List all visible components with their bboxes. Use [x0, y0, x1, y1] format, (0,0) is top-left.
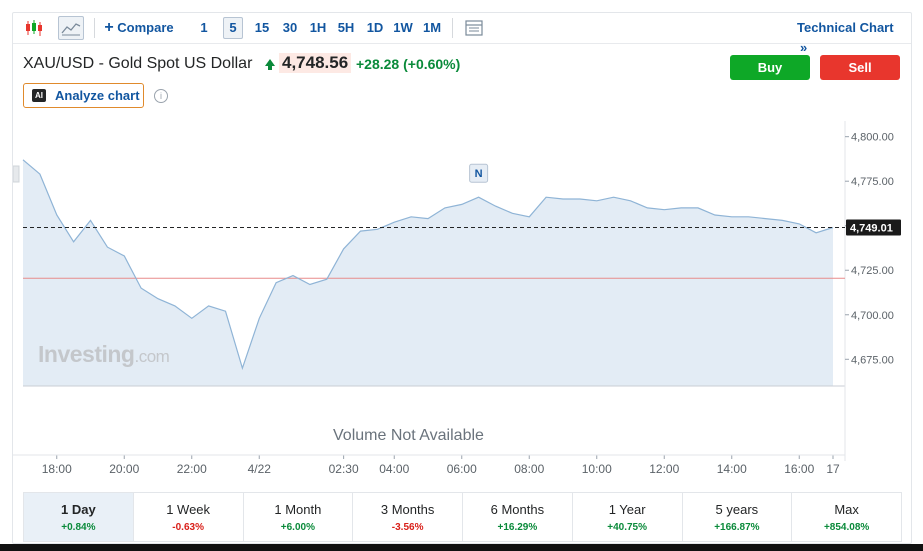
interval-5h[interactable]: 5H [337, 20, 355, 35]
price-chart[interactable]: 4,800.004,775.004,750.004,725.004,700.00… [13, 121, 911, 486]
news-marker-label: N [475, 168, 483, 180]
instrument-title: XAU/USD - Gold Spot US Dollar [23, 55, 253, 72]
x-tick-label: 12:00 [649, 462, 679, 476]
period-label: 3 Months [380, 502, 435, 517]
scroll-handle [13, 165, 20, 183]
compare-button[interactable]: + Compare [104, 19, 174, 36]
period-change: +40.75% [607, 522, 647, 533]
candlestick-icon[interactable] [23, 17, 45, 39]
up-arrow-stem [268, 65, 272, 70]
current-price-value: 4,749.01 [850, 222, 893, 234]
x-tick-label: 18:00 [42, 462, 72, 476]
x-tick-label: 22:00 [177, 462, 207, 476]
price-change: +28.28 (+0.60%) [356, 56, 461, 72]
interval-1m[interactable]: 1M [422, 20, 442, 35]
interval-15[interactable]: 15 [254, 20, 270, 35]
current-price-tag [846, 219, 901, 236]
ai-icon: AI [32, 89, 46, 102]
interval-1w[interactable]: 1W [393, 20, 413, 35]
toolbar-divider [452, 18, 453, 38]
chart-toolbar: + Compare 1 5 15 30 1H 5H 1D 1W 1M Technical Cha… [13, 13, 911, 55]
period-change: -0.63% [172, 522, 204, 533]
period-label: 5 years [715, 502, 759, 517]
taskbar-strip [0, 544, 923, 551]
x-tick-label: 16:00 [784, 462, 814, 476]
period-tab[interactable]: 1 Day +0.84% [24, 493, 134, 541]
period-tab[interactable]: 3 Months -3.56% [353, 493, 463, 541]
x-tick-label: 06:00 [447, 462, 477, 476]
news-marker [469, 163, 489, 183]
period-change: +6.00% [280, 522, 315, 533]
y-tick-label: 4,700.00 [851, 310, 894, 322]
x-tick-label: 08:00 [514, 462, 544, 476]
period-change: +854.08% [823, 522, 870, 533]
y-tick-label: 4,675.00 [851, 354, 894, 366]
x-tick-label: 02:30 [329, 462, 359, 476]
y-tick-label: 4,775.00 [851, 176, 894, 188]
plus-icon: + [104, 19, 114, 36]
area-chart-icon[interactable] [58, 16, 84, 40]
technical-chart-link[interactable]: Technical Chart » [797, 20, 894, 55]
period-label: 1 Month [274, 502, 322, 517]
price-area [23, 159, 833, 386]
period-tab[interactable]: 1 Week -0.63% [134, 493, 244, 541]
interval-5[interactable]: 5 [223, 17, 243, 39]
x-tick-label: 4/22 [248, 462, 272, 476]
period-label: 1 Day [61, 502, 96, 517]
x-tick-label: 17 [826, 462, 840, 476]
up-arrow-icon [265, 59, 275, 66]
period-change: -3.56% [391, 522, 424, 533]
chart-widget: + Compare 1 5 15 30 1H 5H 1D 1W 1M Technical Cha… [12, 12, 912, 544]
investing-watermark: Investing.com [38, 341, 170, 367]
period-tab[interactable]: Max +854.08% [792, 493, 901, 541]
last-price: 4,748.56 [279, 53, 352, 73]
toolbar-divider [94, 18, 95, 38]
period-tab[interactable]: 5 years +166.87% [683, 493, 793, 541]
info-icon[interactable]: i [154, 89, 168, 103]
x-tick-label: 10:00 [582, 462, 612, 476]
x-tick-label: 14:00 [717, 462, 747, 476]
y-tick-label: 4,725.00 [851, 265, 894, 277]
sell-button[interactable]: Sell [820, 55, 900, 80]
period-tab[interactable]: 1 Year +40.75% [573, 493, 683, 541]
x-tick-label: 20:00 [109, 462, 139, 476]
analyze-chart-button[interactable]: AI Analyze chart [23, 83, 144, 108]
period-tabs: 1 Day +0.84% 1 Week -0.63% 1 Month +6.00% 3 Mo… [23, 492, 902, 542]
interval-1[interactable]: 1 [200, 20, 208, 35]
double-chevron-right-icon: » [800, 40, 808, 55]
layout-icon[interactable] [463, 17, 485, 39]
period-tab[interactable]: 1 Month +6.00% [244, 493, 354, 541]
period-label: 6 Months [490, 502, 545, 517]
period-tab[interactable]: 6 Months +16.29% [463, 493, 573, 541]
interval-30[interactable]: 30 [282, 20, 298, 35]
period-label: 1 Week [166, 502, 211, 517]
period-change: +16.29% [497, 522, 538, 533]
period-change: +0.84% [61, 522, 96, 533]
period-change: +166.87% [714, 522, 760, 533]
analyze-chart-label: Analyze chart [55, 88, 140, 103]
price-line [22, 159, 834, 371]
period-label: 1 Year [608, 502, 646, 517]
interval-1d[interactable]: 1D [366, 20, 384, 35]
volume-not-available: Volume Not Available [333, 427, 484, 444]
buy-button[interactable]: Buy [730, 55, 810, 80]
x-tick-label: 04:00 [379, 462, 409, 476]
y-tick-label: 4,800.00 [851, 132, 894, 144]
period-label: Max [834, 502, 859, 517]
interval-1h[interactable]: 1H [309, 20, 327, 35]
